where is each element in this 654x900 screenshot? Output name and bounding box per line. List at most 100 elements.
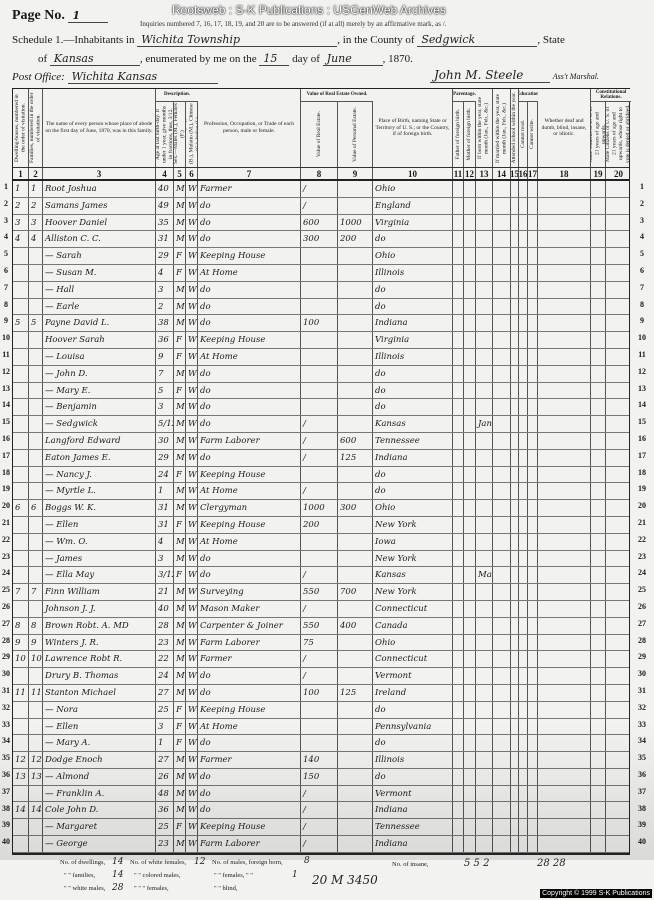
sex: M bbox=[174, 449, 186, 466]
real-estate-value: 600 bbox=[301, 214, 338, 231]
age: 3/12 bbox=[156, 567, 174, 584]
marshal-signature: John M. Steele bbox=[430, 68, 550, 83]
dwelling-number bbox=[13, 550, 29, 567]
place-field: Wichita Township bbox=[137, 33, 338, 47]
line-number: 22 bbox=[2, 534, 10, 544]
personal-estate-value bbox=[338, 315, 373, 332]
month-born bbox=[476, 298, 493, 315]
age: 4 bbox=[156, 264, 174, 281]
family-number bbox=[29, 432, 43, 449]
occupation: do bbox=[198, 399, 301, 416]
vote-denied bbox=[606, 416, 631, 432]
family-number: 4 bbox=[29, 231, 43, 248]
person-name: Finn William bbox=[43, 584, 156, 600]
citizen bbox=[591, 600, 606, 617]
disability bbox=[538, 735, 591, 752]
mother-foreign bbox=[464, 214, 476, 231]
citizen bbox=[591, 214, 606, 231]
mother-foreign bbox=[464, 348, 476, 365]
school bbox=[511, 836, 519, 852]
group-header-value: Value of Real Estate Owned. bbox=[301, 89, 373, 102]
person-name: — Myrtle L. bbox=[43, 483, 156, 500]
summary-footer: No. of dwellings, 14 " " families, 14 " … bbox=[12, 853, 630, 897]
cannot-read bbox=[519, 600, 528, 617]
cannot-write bbox=[528, 735, 538, 752]
citizen bbox=[591, 332, 606, 348]
father-foreign bbox=[453, 785, 464, 802]
citizen bbox=[591, 533, 606, 550]
line-number: 11 bbox=[638, 350, 646, 359]
person-name: — Nora bbox=[43, 701, 156, 718]
white-females-value: 12 bbox=[194, 857, 206, 867]
real-estate-value: 1000 bbox=[301, 500, 338, 516]
person-name: — Mary E. bbox=[43, 382, 156, 399]
dwelling-number: 10 bbox=[13, 651, 29, 668]
foreign-females-value: 1 bbox=[292, 870, 298, 880]
age: 36 bbox=[156, 802, 174, 819]
line-number: 9 bbox=[4, 316, 8, 326]
color: W bbox=[186, 298, 198, 315]
dwelling-number bbox=[13, 718, 29, 735]
disability bbox=[538, 315, 591, 332]
color: W bbox=[186, 735, 198, 752]
column-header-15: Attended school within the year. bbox=[511, 89, 519, 167]
dwelling-number: 12 bbox=[13, 752, 29, 768]
month-married bbox=[493, 600, 511, 617]
cannot-read bbox=[519, 684, 528, 701]
column-number: 1 bbox=[13, 168, 29, 179]
month-married bbox=[493, 516, 511, 533]
family-number: 1 bbox=[29, 181, 43, 197]
father-foreign bbox=[453, 550, 464, 567]
citizen bbox=[591, 315, 606, 332]
line-number: 13 bbox=[2, 383, 10, 393]
mother-foreign bbox=[464, 516, 476, 533]
citizen bbox=[591, 365, 606, 382]
vote-denied bbox=[606, 802, 631, 818]
month-born bbox=[476, 332, 493, 348]
birthplace: Pennsylvania bbox=[373, 718, 453, 735]
table-row: Langford Edward 30 M W Farm Laborer/600 Tenne… bbox=[13, 432, 629, 450]
line-number: 5 bbox=[640, 249, 644, 259]
line-number: 9 bbox=[640, 316, 644, 326]
line-number: 17 bbox=[638, 450, 646, 460]
family-number bbox=[29, 785, 43, 802]
family-number bbox=[29, 382, 43, 399]
cannot-read bbox=[519, 248, 528, 264]
occupation: do bbox=[198, 567, 301, 584]
school bbox=[511, 348, 519, 365]
school bbox=[511, 197, 519, 214]
birthplace: England bbox=[373, 197, 453, 214]
real-estate-value bbox=[301, 466, 338, 483]
age: 23 bbox=[156, 836, 174, 852]
column-header-4: Age at last birth-day. If under 1 year, … bbox=[156, 89, 174, 167]
column-header-label: Male Citizens of U. S. of 21 years of ag… bbox=[591, 106, 606, 162]
table-row: 7 7 Finn William 21 M W Surveying 550 700 New Yor… bbox=[13, 584, 629, 601]
father-foreign bbox=[453, 332, 464, 348]
table-row: — Nancy J. 24 F W Keeping House do bbox=[13, 466, 629, 484]
school bbox=[511, 248, 519, 264]
families-label: " " families, bbox=[64, 872, 96, 879]
school bbox=[511, 516, 519, 533]
white-females-label: No. of white females, bbox=[130, 859, 187, 866]
column-header-label: Cannot read. bbox=[519, 119, 526, 149]
column-header-13: If born within the year, state month (Ja… bbox=[476, 89, 493, 167]
mother-foreign bbox=[464, 466, 476, 483]
color: W bbox=[186, 466, 198, 483]
line-number: 34 bbox=[2, 736, 10, 746]
age: 48 bbox=[156, 785, 174, 802]
disability bbox=[538, 399, 591, 416]
personal-estate-value bbox=[338, 399, 373, 416]
person-name: — Almond bbox=[43, 768, 156, 785]
color: W bbox=[186, 382, 198, 399]
age: 25 bbox=[156, 819, 174, 836]
personal-estate-value bbox=[338, 248, 373, 264]
sex: F bbox=[174, 718, 186, 735]
personal-estate-value: 1000 bbox=[338, 214, 373, 231]
cannot-write bbox=[528, 819, 538, 836]
line-number: 21 bbox=[638, 518, 646, 527]
sex: F bbox=[174, 819, 186, 836]
real-estate-value bbox=[301, 550, 338, 567]
line-number: 40 bbox=[2, 837, 10, 847]
